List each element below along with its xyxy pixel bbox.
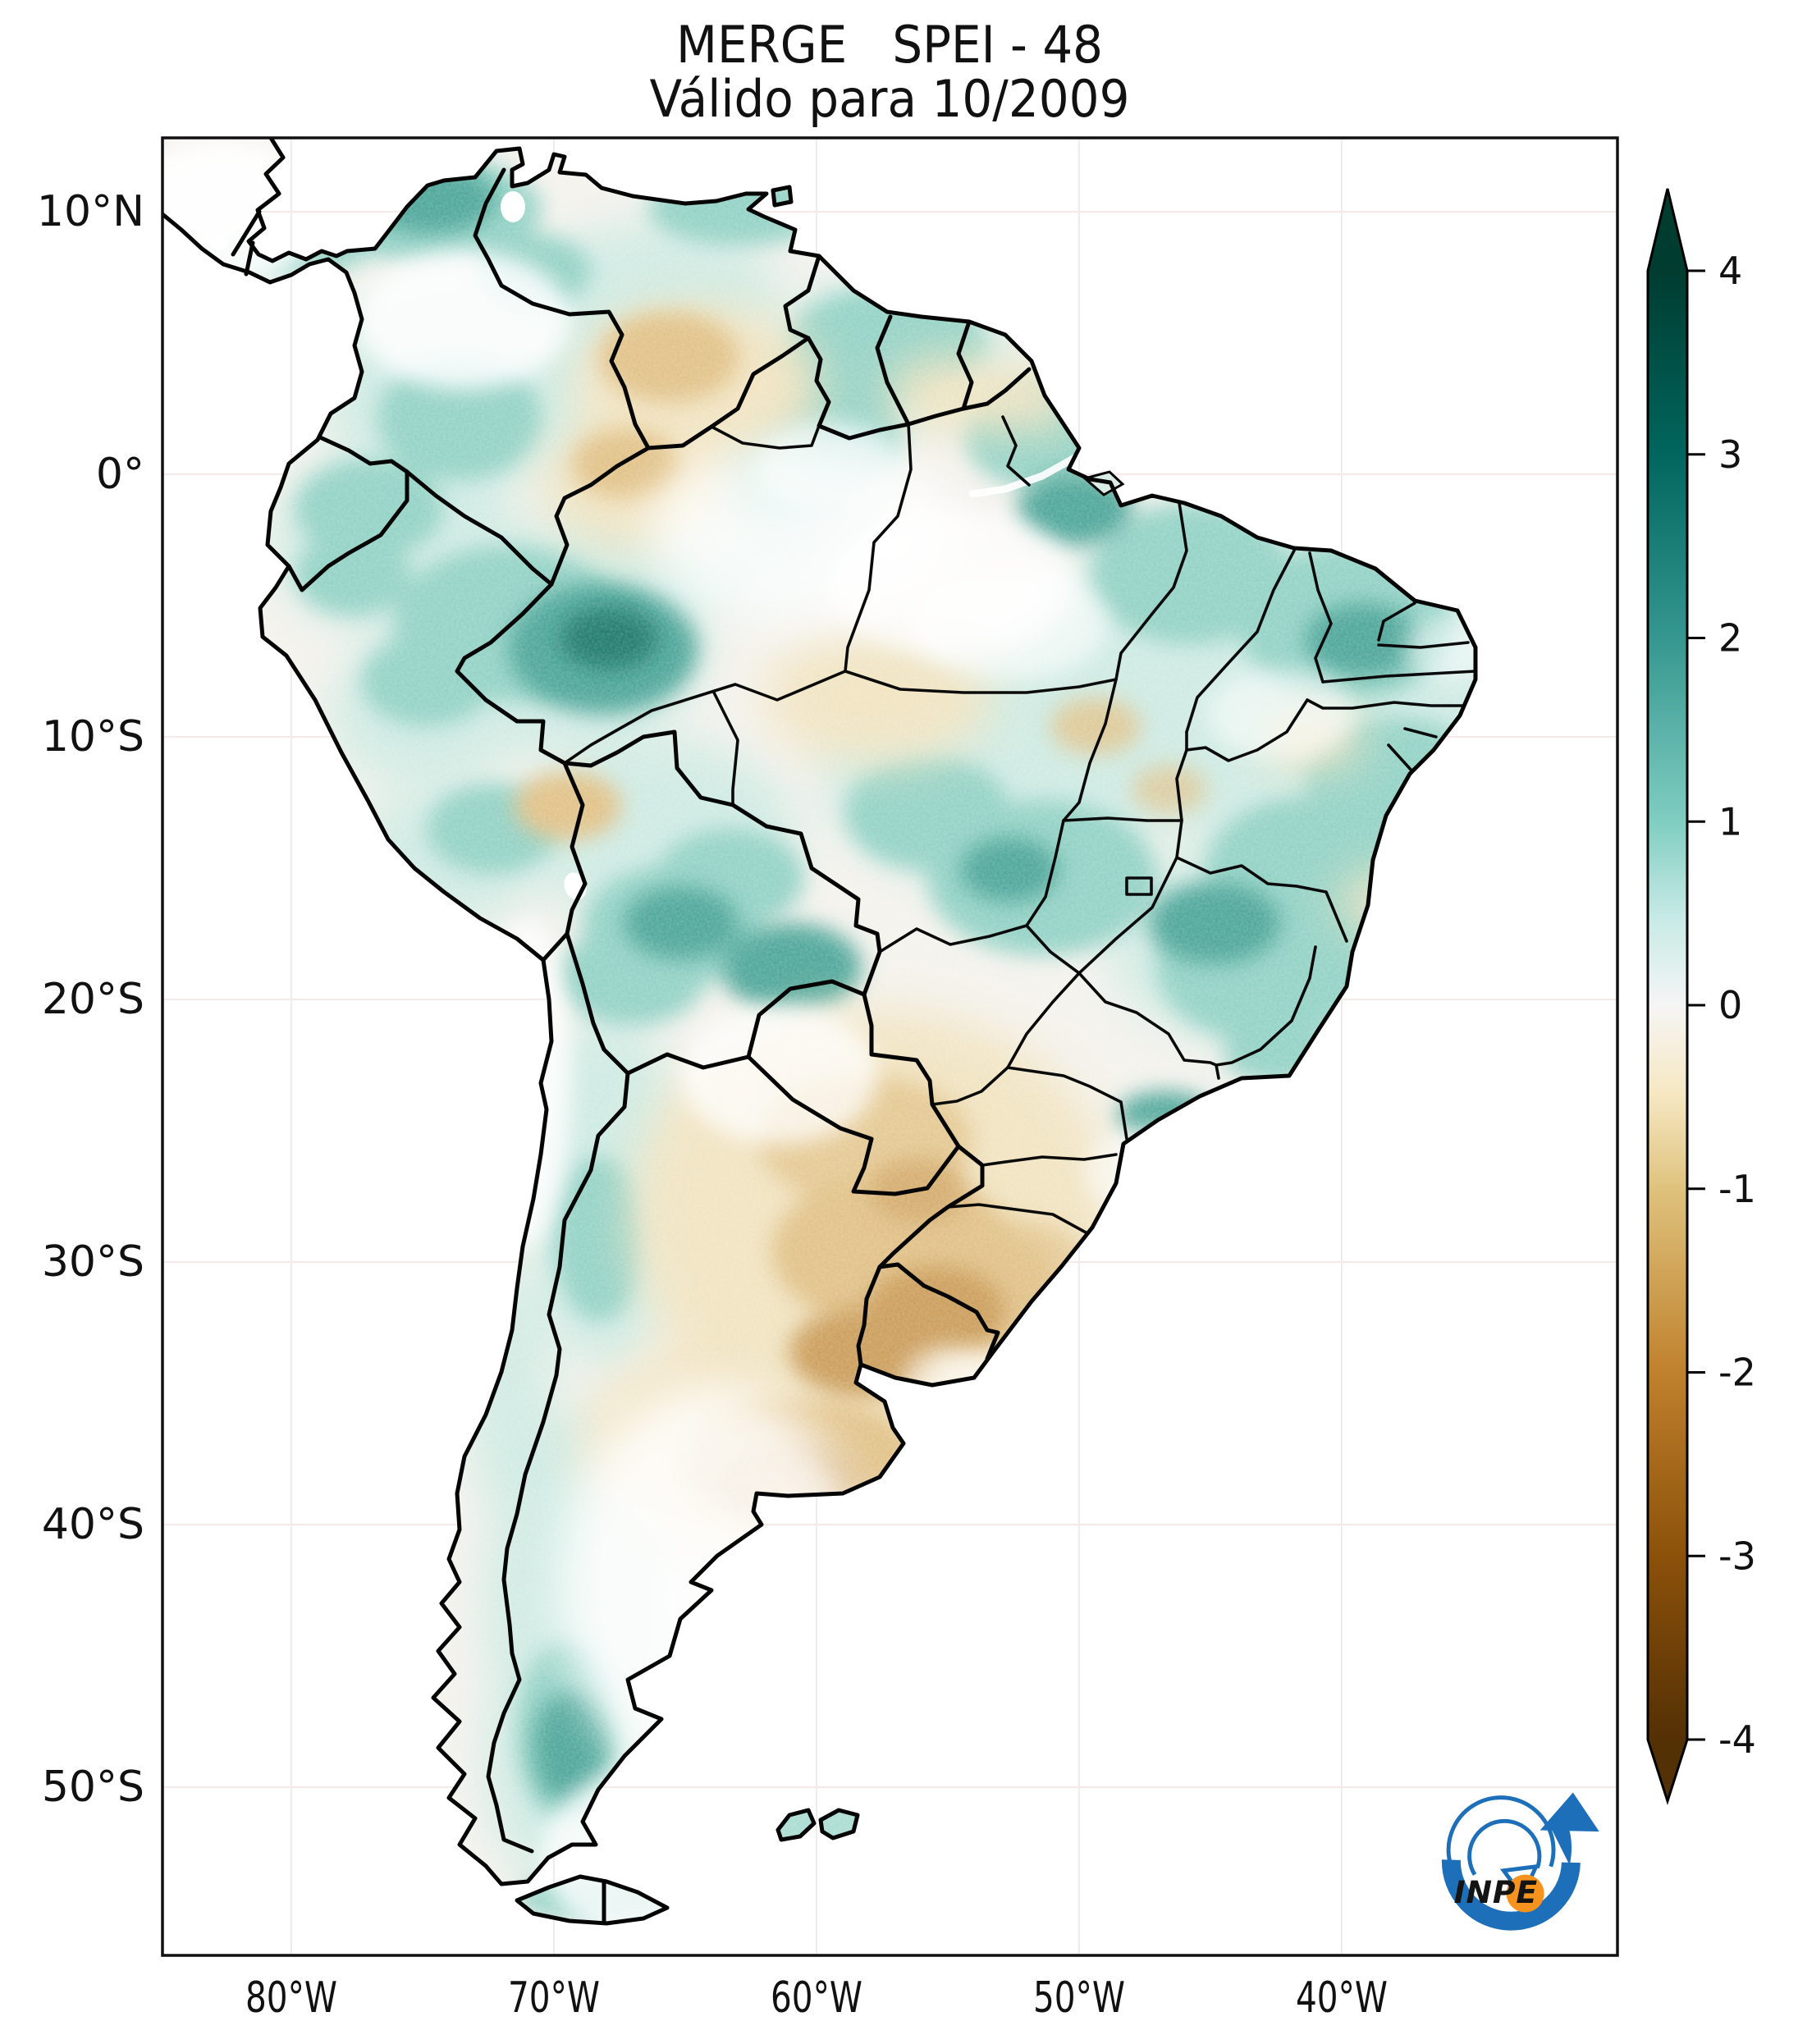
lakes <box>211 191 587 900</box>
figure-title: MERGE SPEI - 48 <box>676 15 1103 75</box>
lat-tick-label: 10°N <box>37 187 144 236</box>
falkland-west <box>775 1808 817 1842</box>
lat-tick-label: 40°S <box>42 1500 144 1549</box>
lon-tick-label: 40°W <box>1296 1973 1388 2023</box>
colorbar-tick-label: 2 <box>1718 616 1742 661</box>
lon-tick-label: 60°W <box>771 1973 862 2023</box>
lat-tick-label: 30°S <box>42 1237 144 1287</box>
logo-orange-sphere-icon <box>1506 1874 1544 1913</box>
colorbar-tick-label: -1 <box>1718 1167 1756 1211</box>
colorbar-tick-label: 3 <box>1718 432 1742 477</box>
raster-grain-texture <box>162 138 1475 1923</box>
lat-tick-label: 10°S <box>42 712 144 761</box>
inpe-logo: INPE <box>1441 1792 1599 1931</box>
logo-arrowhead-icon <box>1540 1792 1599 1832</box>
lat-tick-label: 0° <box>96 450 144 499</box>
logo-swoosh <box>1441 1859 1581 1931</box>
map-frame <box>161 136 1619 1957</box>
lon-tick-label: 50°W <box>1033 1973 1125 2023</box>
falkland-east <box>818 1808 860 1841</box>
colorbar-ticks <box>1687 269 1705 1741</box>
state-borders <box>563 415 1477 1235</box>
lon-tick-label: 80°W <box>245 1973 337 2023</box>
lat-axis: 10°N 0° 10°S 20°S 30°S 40°S 50°S <box>37 187 144 1812</box>
logo-outer-spiral <box>1446 1795 1556 1880</box>
coastlines <box>162 138 1478 1926</box>
lat-tick-label: 50°S <box>42 1763 144 1812</box>
colorbar: 4 3 2 1 0 -1 -2 -3 -4 <box>1646 188 1756 1805</box>
colorbar-tick-labels: 4 3 2 1 0 -1 -2 -3 -4 <box>1718 249 1756 1762</box>
logo-text: INPE <box>1454 1874 1538 1910</box>
tierra-del-fuego <box>515 1874 670 1926</box>
colorbar-tick-label: -2 <box>1718 1351 1756 1395</box>
lon-tick-label: 70°W <box>508 1973 600 2023</box>
lat-tick-label: 20°S <box>42 975 144 1024</box>
colorbar-gradient-bar <box>1646 188 1689 1805</box>
colorbar-tick-label: -4 <box>1718 1717 1756 1762</box>
trinidad-island <box>771 185 794 208</box>
lake-nicaragua <box>211 236 229 249</box>
figure-subtitle: Válido para 10/2009 <box>650 69 1130 129</box>
lake-maracaibo <box>501 191 525 222</box>
amazon-river-channel <box>968 452 1082 498</box>
map-plot-area: INPE <box>162 138 1617 1955</box>
colorbar-tick-label: -3 <box>1718 1534 1756 1578</box>
country-borders <box>231 167 1032 1924</box>
colorbar-tick-label: 1 <box>1718 799 1742 844</box>
lon-axis: 80°W 70°W 60°W 50°W 40°W <box>245 1973 1388 2023</box>
colorbar-tick-label: 0 <box>1718 983 1742 1027</box>
colorbar-tick-label: 4 <box>1718 249 1742 293</box>
logo-inner-spiral <box>1467 1818 1542 1876</box>
